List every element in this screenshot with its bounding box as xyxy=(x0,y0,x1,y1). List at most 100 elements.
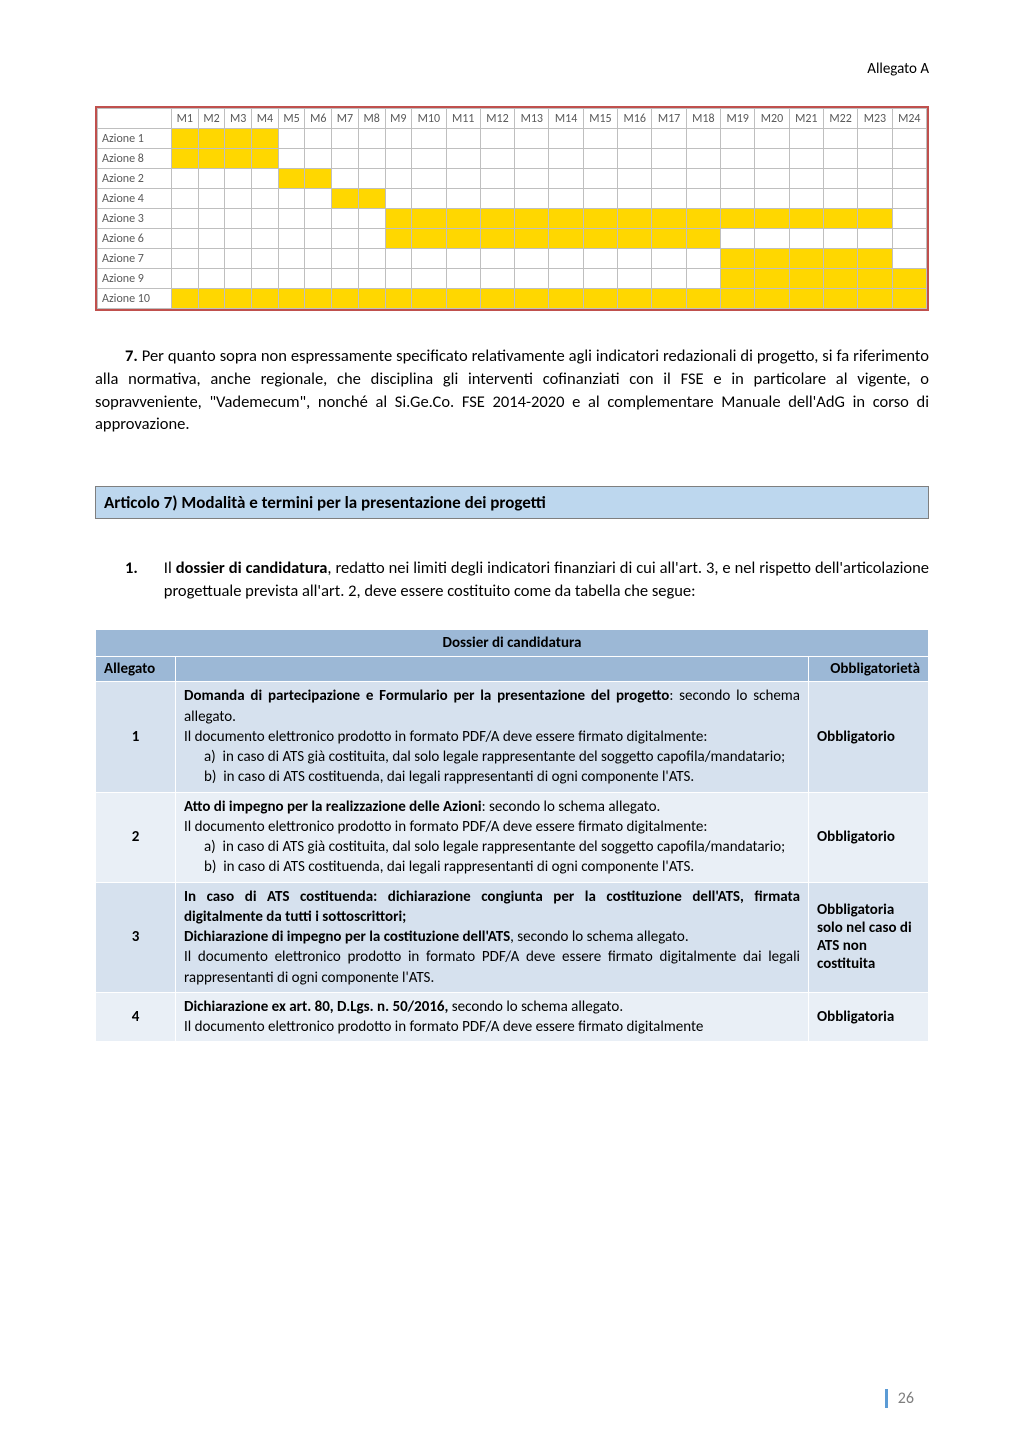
gantt-cell xyxy=(412,169,446,189)
gantt-cell xyxy=(686,129,720,149)
gantt-cell xyxy=(446,249,480,269)
gantt-cell xyxy=(652,209,686,229)
gantt-cell xyxy=(823,189,857,209)
gantt-cell xyxy=(305,189,332,209)
gantt-month-header: M7 xyxy=(332,109,359,129)
gantt-cell xyxy=(583,209,617,229)
gantt-cell xyxy=(515,209,549,229)
gantt-cell xyxy=(721,189,755,209)
dossier-header-allegato: Allegato xyxy=(96,657,176,682)
gantt-cell xyxy=(721,289,755,309)
gantt-cell xyxy=(652,129,686,149)
gantt-cell xyxy=(755,129,789,149)
gantt-cell xyxy=(583,249,617,269)
gantt-cell xyxy=(198,249,225,269)
gantt-row-label: Azione 6 xyxy=(98,229,172,249)
page: Allegato A M1M2M3M4M5M6M7M8M9M10M11M12M1… xyxy=(0,0,1024,1448)
gantt-month-header: M22 xyxy=(823,109,857,129)
gantt-cell xyxy=(480,209,514,229)
gantt-cell xyxy=(721,149,755,169)
gantt-cell xyxy=(252,289,279,309)
gantt-month-header: M12 xyxy=(480,109,514,129)
gantt-cell xyxy=(480,129,514,149)
gantt-cell xyxy=(618,249,652,269)
gantt-cell xyxy=(358,229,385,249)
gantt-cell xyxy=(225,129,252,149)
gantt-cell xyxy=(515,149,549,169)
gantt-month-header: M24 xyxy=(892,109,926,129)
dossier-row-num: 2 xyxy=(96,792,176,882)
gantt-cell xyxy=(305,169,332,189)
numlist-text: Il dossier di candidatura, redatto nei l… xyxy=(164,557,929,603)
gantt-cell xyxy=(515,269,549,289)
gantt-cell xyxy=(412,149,446,169)
gantt-month-header: M9 xyxy=(385,109,412,129)
gantt-cell xyxy=(789,229,823,249)
gantt-cell xyxy=(549,249,583,269)
gantt-cell xyxy=(583,149,617,169)
gantt-cell xyxy=(412,209,446,229)
gantt-month-header: M4 xyxy=(252,109,279,129)
gantt-cell xyxy=(198,269,225,289)
gantt-cell xyxy=(480,249,514,269)
gantt-cell xyxy=(332,209,359,229)
gantt-cell xyxy=(385,209,412,229)
gantt-month-header: M3 xyxy=(225,109,252,129)
numbered-item-1: 1. Il dossier di candidatura, redatto ne… xyxy=(95,557,929,603)
gantt-cell xyxy=(789,149,823,169)
gantt-cell xyxy=(583,229,617,249)
gantt-cell xyxy=(618,169,652,189)
dossier-row-obbl: Obbligatoria solo nel caso di ATS non co… xyxy=(809,882,929,992)
gantt-cell xyxy=(721,129,755,149)
gantt-cell xyxy=(755,189,789,209)
gantt-month-header: M16 xyxy=(618,109,652,129)
gantt-cell xyxy=(225,209,252,229)
page-number: 26 xyxy=(885,1389,914,1408)
gantt-cell xyxy=(515,229,549,249)
gantt-cell xyxy=(198,149,225,169)
gantt-cell xyxy=(892,169,926,189)
gantt-cell xyxy=(755,169,789,189)
gantt-cell xyxy=(225,229,252,249)
gantt-cell xyxy=(515,129,549,149)
gantt-cell xyxy=(652,189,686,209)
gantt-cell xyxy=(278,129,305,149)
gantt-cell xyxy=(278,289,305,309)
gantt-cell xyxy=(446,209,480,229)
numlist-bold: dossier di candidatura xyxy=(176,558,328,578)
dossier-row-obbl: Obbligatorio xyxy=(809,792,929,882)
gantt-cell xyxy=(858,209,892,229)
gantt-cell xyxy=(225,249,252,269)
gantt-month-header: M5 xyxy=(278,109,305,129)
gantt-cell xyxy=(583,169,617,189)
gantt-cell xyxy=(480,229,514,249)
gantt-cell xyxy=(172,149,199,169)
gantt-cell xyxy=(332,269,359,289)
gantt-cell xyxy=(278,209,305,229)
gantt-cell xyxy=(789,209,823,229)
gantt-cell xyxy=(446,269,480,289)
gantt-row-label: Azione 9 xyxy=(98,269,172,289)
gantt-cell xyxy=(755,149,789,169)
gantt-cell xyxy=(618,129,652,149)
gantt-month-header: M8 xyxy=(358,109,385,129)
gantt-cell xyxy=(198,229,225,249)
gantt-cell xyxy=(686,229,720,249)
gantt-cell xyxy=(172,289,199,309)
gantt-cell xyxy=(618,209,652,229)
gantt-cell xyxy=(446,189,480,209)
gantt-cell xyxy=(789,269,823,289)
gantt-cell xyxy=(823,129,857,149)
gantt-cell xyxy=(172,269,199,289)
gantt-cell xyxy=(652,269,686,289)
gantt-cell xyxy=(412,189,446,209)
gantt-cell xyxy=(823,269,857,289)
gantt-cell xyxy=(332,169,359,189)
gantt-cell xyxy=(823,229,857,249)
gantt-row-label: Azione 4 xyxy=(98,189,172,209)
gantt-cell xyxy=(198,129,225,149)
dossier-header-spacer xyxy=(176,657,809,682)
gantt-cell xyxy=(278,249,305,269)
dossier-title: Dossier di candidatura xyxy=(96,630,929,657)
gantt-month-header: M11 xyxy=(446,109,480,129)
